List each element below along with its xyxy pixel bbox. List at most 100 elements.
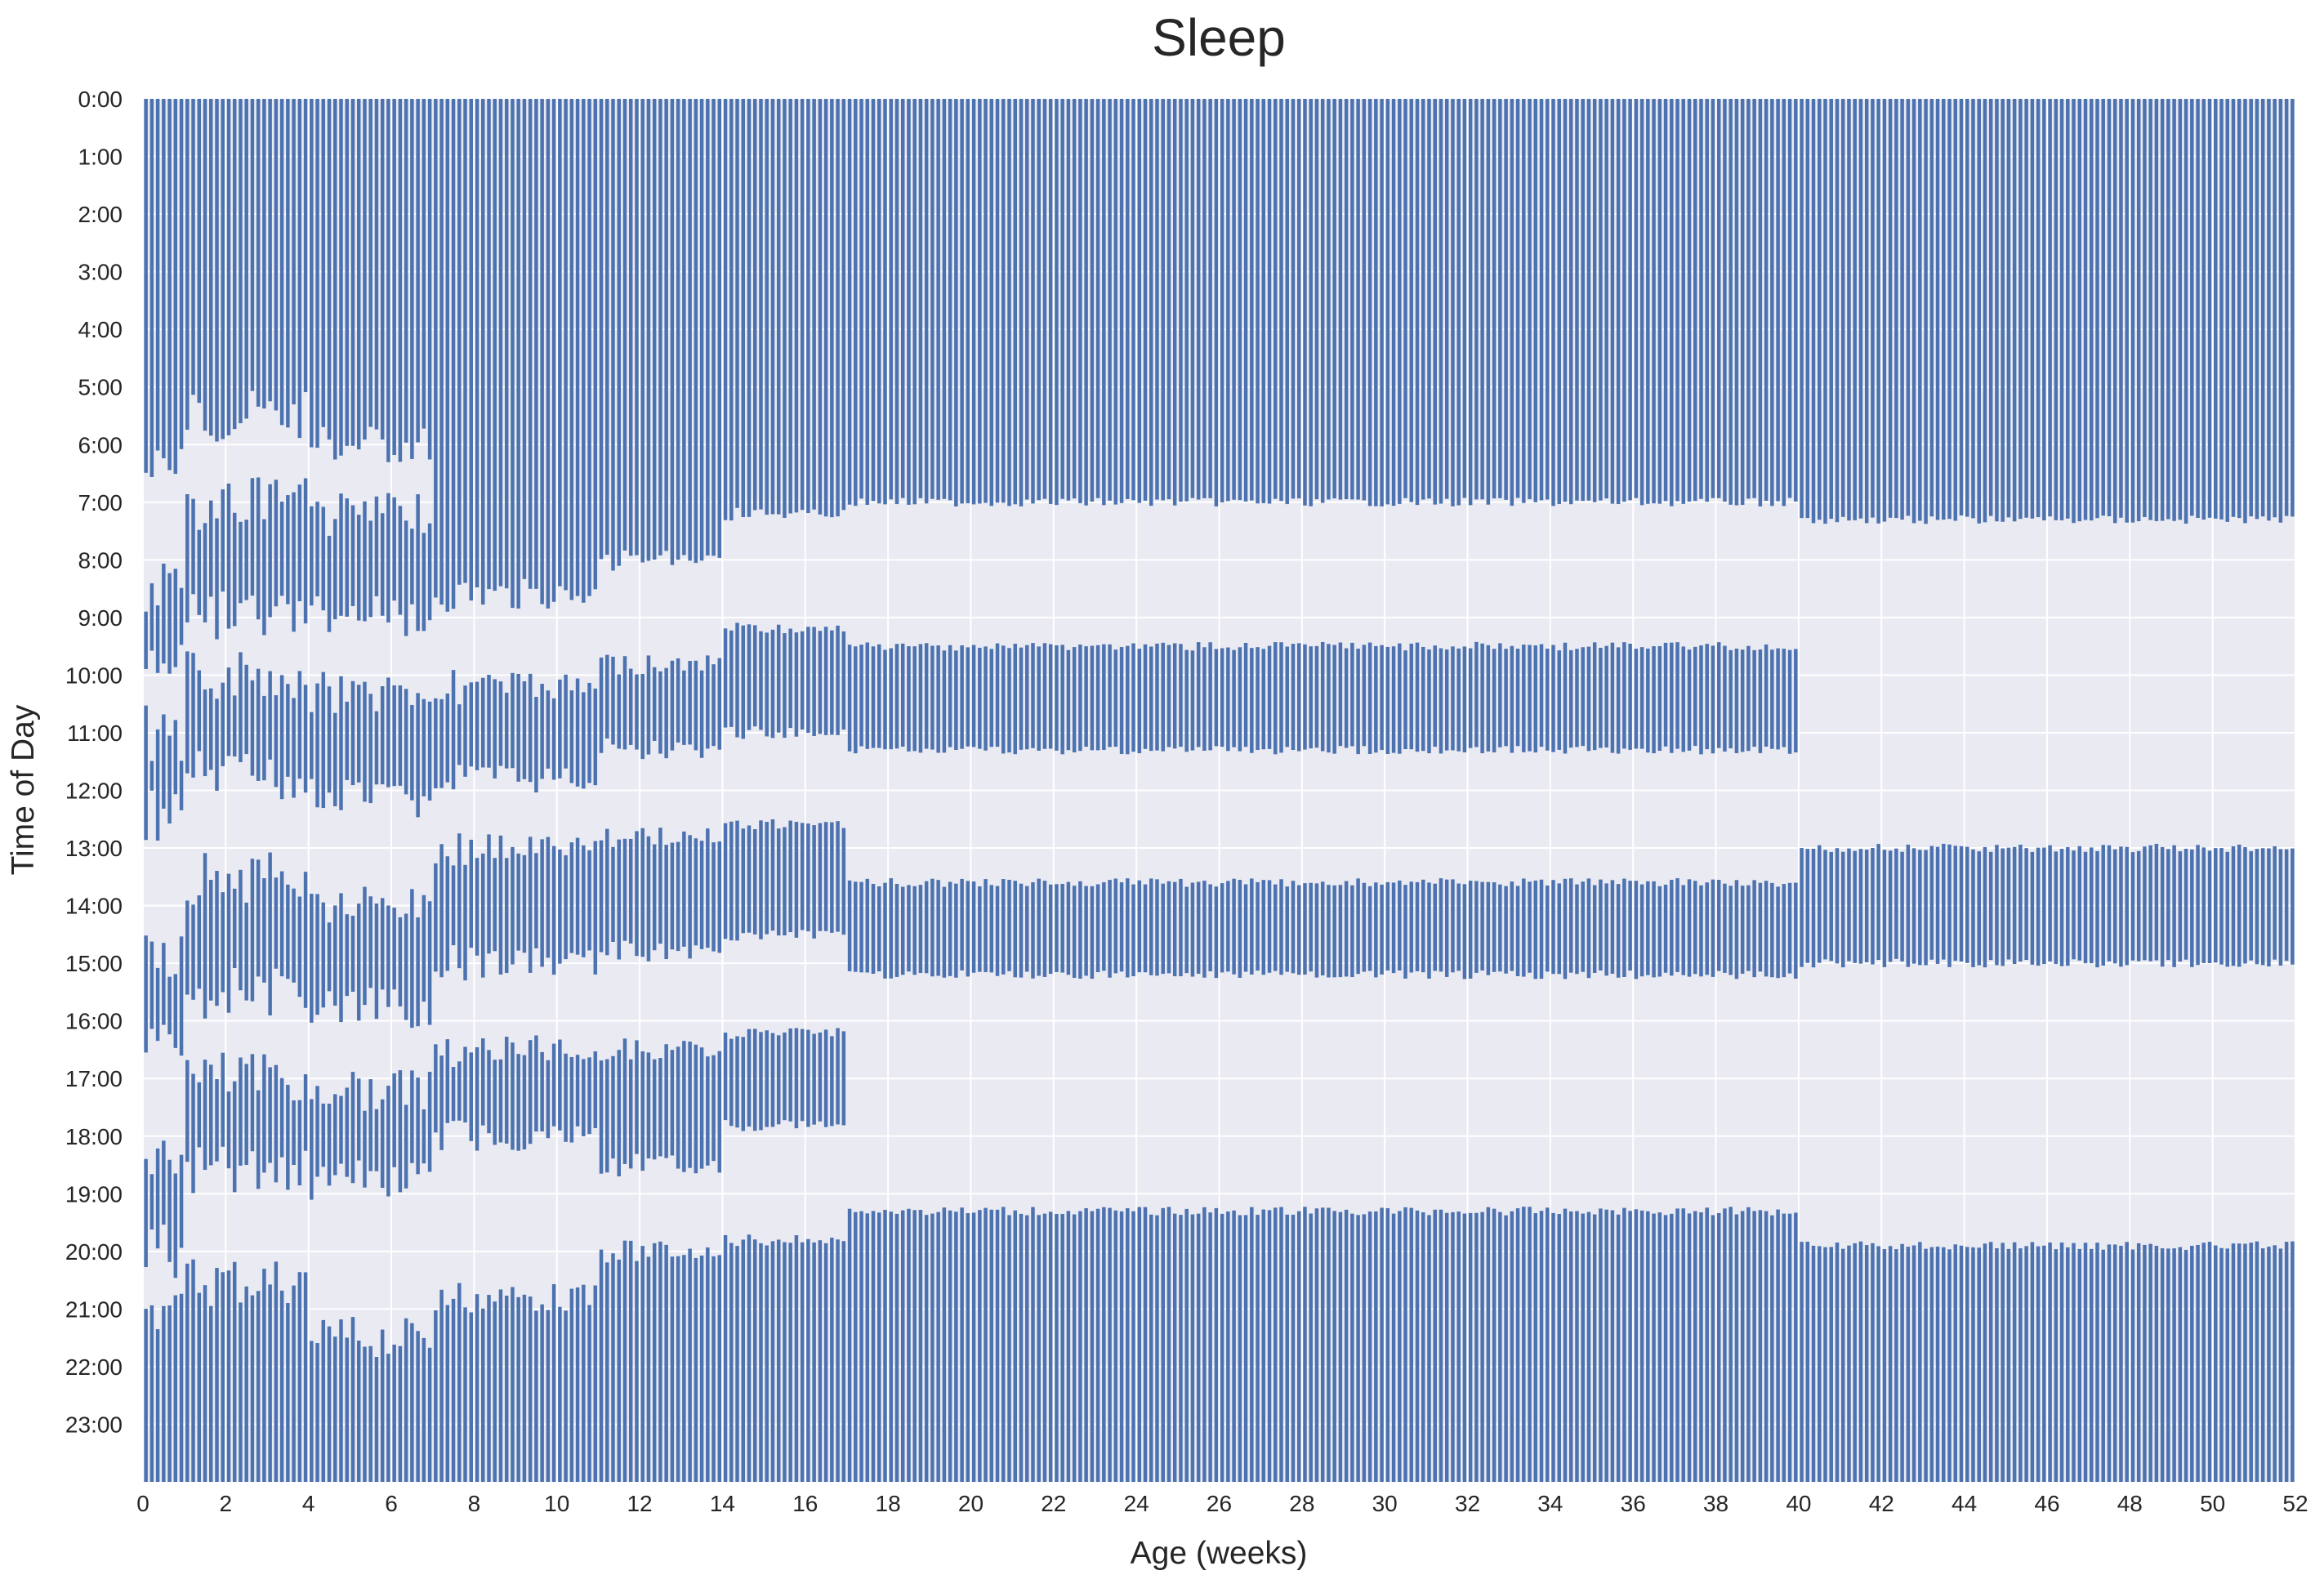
sleep-bar <box>475 858 480 956</box>
sleep-bar <box>646 99 651 561</box>
sleep-bar <box>1592 885 1597 973</box>
sleep-bar <box>575 99 580 596</box>
sleep-bar <box>1911 99 1916 524</box>
sleep-bar <box>1444 649 1449 751</box>
sleep-bar <box>1911 848 1916 964</box>
sleep-bar <box>215 1268 219 1482</box>
sleep-bar <box>640 1246 645 1482</box>
sleep-bar <box>1882 1249 1887 1482</box>
sleep-bar <box>1243 884 1248 972</box>
sleep-bar <box>1126 645 1130 755</box>
sleep-bar <box>587 99 591 596</box>
sleep-bar <box>256 99 261 407</box>
sleep-bar <box>865 642 870 749</box>
sleep-bar <box>1492 1208 1497 1482</box>
sleep-bar <box>1551 99 1555 506</box>
sleep-bar <box>723 99 728 520</box>
sleep-bar <box>1126 1207 1130 1482</box>
sleep-bar <box>836 625 840 735</box>
sleep-bar <box>1652 1213 1656 1482</box>
sleep-bar <box>380 1329 385 1482</box>
sleep-bar <box>1557 99 1561 504</box>
sleep-bar <box>551 698 556 780</box>
sleep-bar <box>2196 99 2200 518</box>
sleep-bar <box>1119 99 1124 503</box>
sleep-bar <box>469 682 474 767</box>
sleep-bar <box>356 1078 361 1161</box>
sleep-bar <box>936 645 940 753</box>
sleep-bar <box>1876 99 1880 524</box>
sleep-bar <box>1646 99 1650 504</box>
sleep-bar <box>404 1104 408 1189</box>
sleep-bar <box>268 99 272 402</box>
sleep-bar <box>368 896 372 988</box>
sleep-bar <box>1155 879 1159 976</box>
sleep-bar <box>1327 644 1331 753</box>
sleep-bar <box>1007 648 1011 753</box>
sleep-bar <box>865 878 870 973</box>
sleep-bar <box>1243 99 1248 502</box>
sleep-bar <box>1374 1211 1378 1482</box>
sleep-bar <box>1568 99 1573 505</box>
sleep-bar <box>770 1033 775 1127</box>
sleep-bar <box>1800 99 1804 519</box>
sleep-bar <box>1947 1249 1952 1482</box>
sleep-bar <box>1309 99 1313 506</box>
sleep-bar <box>569 690 574 783</box>
sleep-bar <box>1681 99 1686 504</box>
sleep-bar <box>2166 1248 2170 1482</box>
sleep-bar <box>2130 99 2135 523</box>
sleep-bar <box>1350 885 1354 978</box>
sleep-bar <box>1327 99 1331 500</box>
sleep-bar <box>1060 645 1064 755</box>
sleep-bar <box>2273 99 2277 518</box>
sleep-bar <box>948 99 952 501</box>
sleep-bar <box>1238 647 1242 752</box>
sleep-bar <box>776 99 781 515</box>
sleep-bar <box>315 894 319 1015</box>
sleep-bar <box>1042 99 1047 499</box>
sleep-bar <box>1291 99 1296 499</box>
sleep-bar <box>682 1041 686 1172</box>
sleep-bar <box>345 1337 349 1482</box>
sleep-bar <box>256 859 261 977</box>
sleep-bar <box>770 819 775 931</box>
sleep-bar <box>534 697 538 793</box>
sleep-bar <box>1770 649 1774 749</box>
sleep-bar <box>717 658 722 750</box>
sleep-bar <box>1066 881 1071 975</box>
sleep-bar <box>841 828 846 935</box>
sleep-bar <box>279 871 284 977</box>
sleep-bar <box>274 877 279 969</box>
sleep-bar <box>1238 99 1242 501</box>
sleep-bar <box>1522 1207 1526 1482</box>
sleep-bar <box>469 839 474 948</box>
sleep-bar <box>2018 845 2023 962</box>
sleep-bar <box>1876 844 1880 961</box>
sleep-bar <box>1179 1215 1183 1482</box>
sleep-bar <box>812 1242 816 1482</box>
sleep-bar <box>1581 99 1585 502</box>
sleep-bar <box>1551 645 1555 752</box>
sleep-bar <box>1811 99 1816 524</box>
sleep-bar <box>487 1050 491 1134</box>
sleep-bar <box>1179 878 1183 977</box>
sleep-bar <box>1557 650 1561 750</box>
sleep-bar <box>1415 881 1420 971</box>
sleep-bar <box>723 1033 728 1121</box>
sleep-bar <box>434 99 438 598</box>
sleep-bar <box>404 689 408 795</box>
sleep-bar <box>203 523 207 622</box>
x-tick-label: 34 <box>1537 1491 1563 1516</box>
sleep-bar <box>1013 1210 1017 1482</box>
sleep-bar <box>2183 99 2188 524</box>
sleep-bar <box>924 99 929 504</box>
sleep-bar <box>694 660 698 751</box>
sleep-bar <box>1592 1214 1597 1482</box>
sleep-bar <box>776 1035 781 1125</box>
sleep-bar <box>1746 1207 1751 1482</box>
sleep-bar <box>1711 99 1715 498</box>
sleep-bar <box>587 682 591 783</box>
sleep-bar <box>1723 99 1727 502</box>
